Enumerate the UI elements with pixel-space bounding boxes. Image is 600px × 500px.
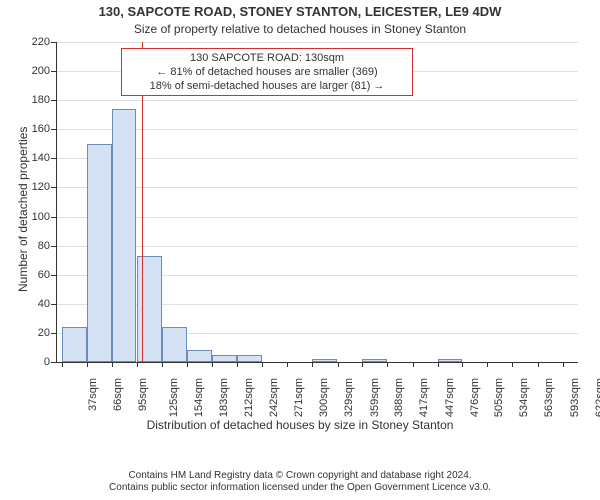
x-axis-line [56, 362, 578, 363]
y-tick-label: 220 [16, 36, 50, 48]
x-axis-label: Distribution of detached houses by size … [0, 418, 600, 432]
chart-title: 130, SAPCOTE ROAD, STONEY STANTON, LEICE… [0, 4, 600, 19]
x-tick-label: 212sqm [243, 378, 255, 417]
x-tick-label: 534sqm [518, 378, 530, 417]
x-tick-label: 563sqm [543, 378, 555, 417]
x-tick-label: 37sqm [87, 378, 99, 411]
x-tick-label: 329sqm [343, 378, 355, 417]
y-tick-label: 120 [16, 181, 50, 193]
y-tick-label: 20 [16, 327, 50, 339]
histogram-bar [237, 355, 262, 362]
x-tick-label: 154sqm [193, 378, 205, 417]
y-tick-label: 60 [16, 269, 50, 281]
histogram-bar [87, 144, 112, 362]
histogram-bar [212, 355, 237, 362]
x-tick-label: 417sqm [418, 378, 430, 417]
gridline [56, 42, 578, 43]
x-tick-label: 125sqm [168, 378, 180, 417]
y-axis-line [56, 42, 57, 362]
x-tick-label: 622sqm [594, 378, 600, 417]
y-tick-label: 100 [16, 211, 50, 223]
footer-line-1: Contains HM Land Registry data © Crown c… [0, 470, 600, 482]
x-tick-label: 359sqm [369, 378, 381, 417]
chart-subtitle: Size of property relative to detached ho… [0, 22, 600, 36]
chart-footer: Contains HM Land Registry data © Crown c… [0, 470, 600, 494]
callout-line-1: 130 SAPCOTE ROAD: 130sqm [126, 52, 408, 66]
y-tick-label: 200 [16, 65, 50, 77]
x-tick-label: 505sqm [494, 378, 506, 417]
y-tick-label: 160 [16, 123, 50, 135]
y-tick-label: 140 [16, 152, 50, 164]
x-tick-label: 388sqm [393, 378, 405, 417]
x-tick-label: 300sqm [318, 378, 330, 417]
x-tick-label: 242sqm [269, 378, 281, 417]
x-tick-label: 66sqm [112, 378, 124, 411]
x-tick-label: 593sqm [569, 378, 581, 417]
x-tick-label: 476sqm [469, 378, 481, 417]
y-tick-label: 0 [16, 356, 50, 368]
x-tick-label: 447sqm [444, 378, 456, 417]
footer-line-2: Contains public sector information licen… [0, 482, 600, 494]
histogram-bar [62, 327, 87, 362]
histogram-bar [187, 350, 212, 362]
x-tick-label: 271sqm [293, 378, 305, 417]
y-tick-label: 80 [16, 240, 50, 252]
callout-box: 130 SAPCOTE ROAD: 130sqm← 81% of detache… [121, 48, 413, 96]
y-tick-label: 40 [16, 298, 50, 310]
x-tick-label: 183sqm [218, 378, 230, 417]
histogram-bar [162, 327, 187, 362]
callout-line-3: 18% of semi-detached houses are larger (… [126, 80, 408, 94]
x-tick-label: 95sqm [137, 378, 149, 411]
y-tick-label: 180 [16, 94, 50, 106]
histogram-bar [112, 109, 137, 362]
callout-line-2: ← 81% of detached houses are smaller (36… [126, 66, 408, 80]
gridline [56, 100, 578, 101]
plot-area: 02040608010012014016018020022037sqm66sqm… [56, 42, 578, 362]
